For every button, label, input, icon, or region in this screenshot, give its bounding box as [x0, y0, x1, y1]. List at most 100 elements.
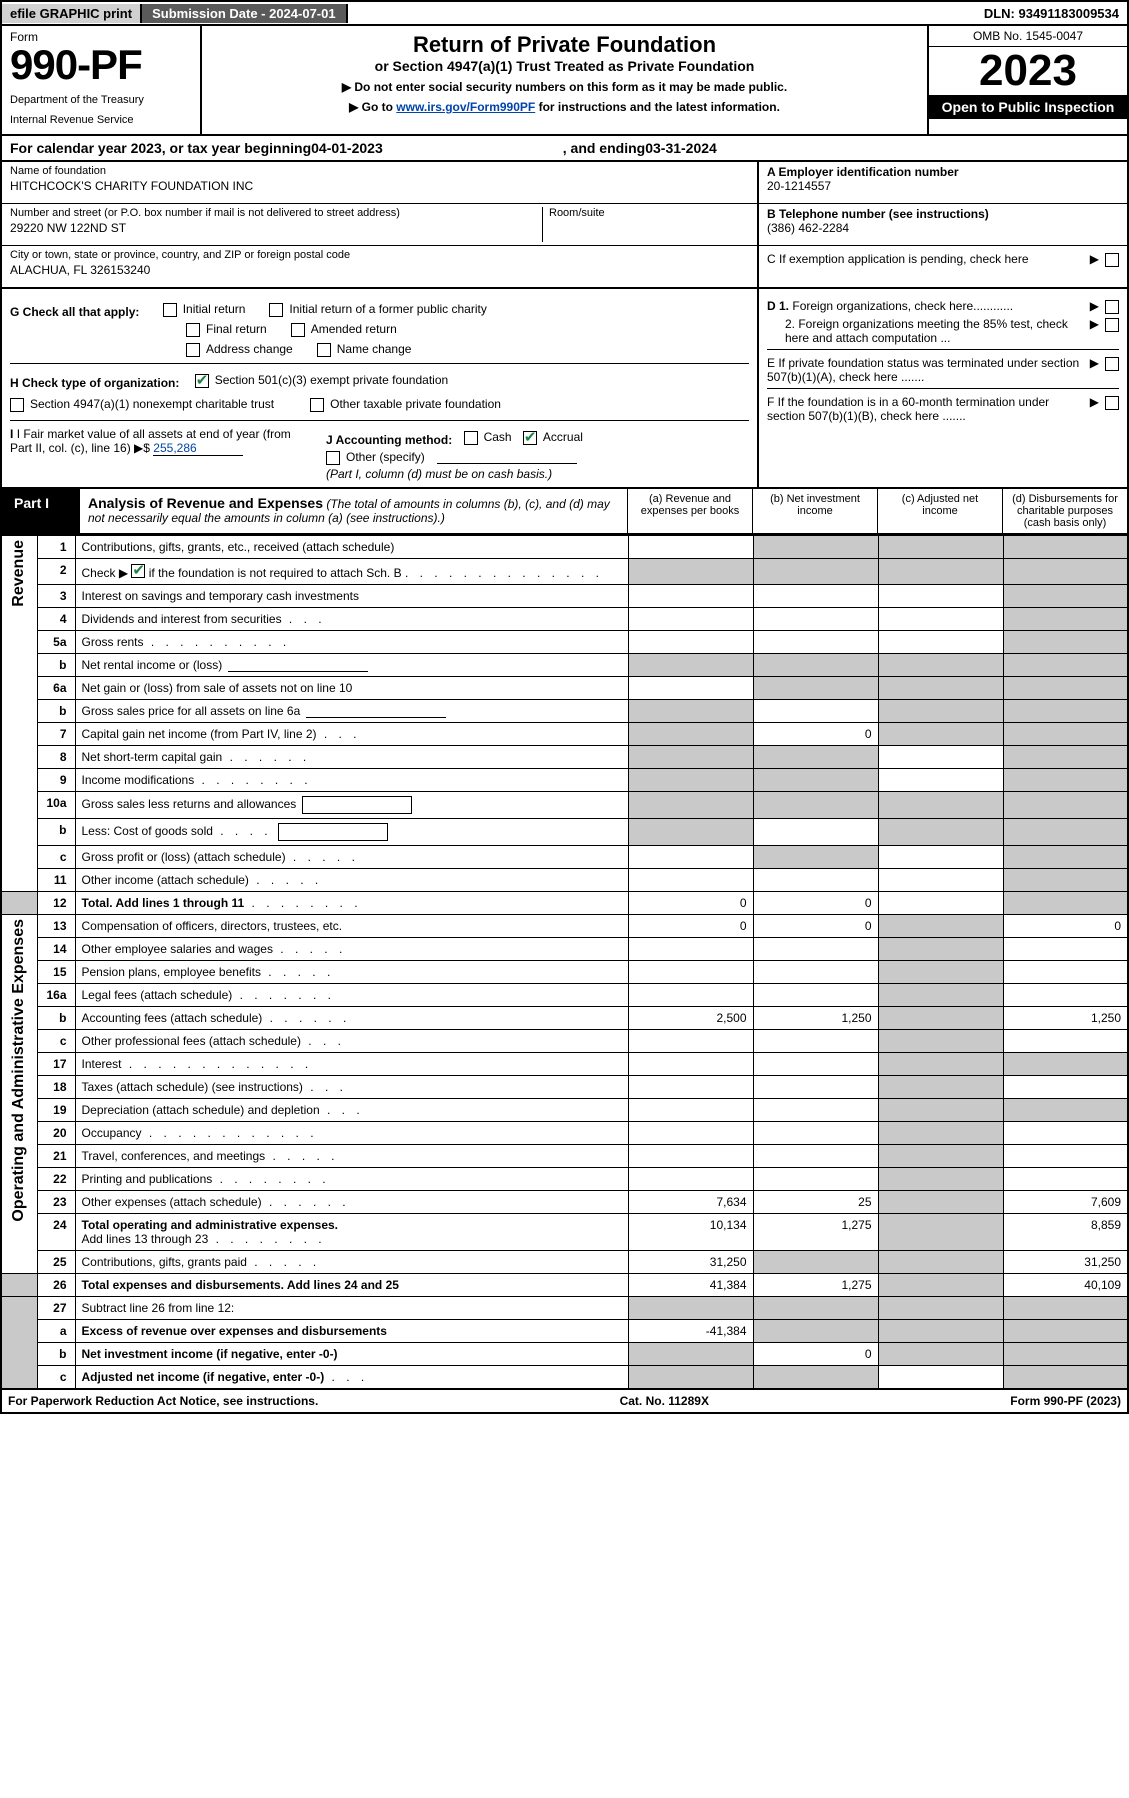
page-footer: For Paperwork Reduction Act Notice, see …	[0, 1390, 1129, 1414]
phone-value: (386) 462-2284	[767, 221, 1119, 235]
row-5b: bNet rental income or (loss)	[1, 654, 1128, 677]
form-header: Form 990-PF Department of the Treasury I…	[0, 26, 1129, 136]
d1-row: D 1. D 1. Foreign organizations, check h…	[767, 299, 1119, 313]
i-arrow: ▶$	[134, 441, 150, 455]
row-16a: 16aLegal fees (attach schedule) . . . . …	[1, 984, 1128, 1007]
j-cash-checkbox[interactable]	[464, 431, 478, 445]
row-3: 3Interest on savings and temporary cash …	[1, 585, 1128, 608]
part1-table: Revenue 1 Contributions, gifts, grants, …	[0, 535, 1129, 1390]
h-4947-checkbox[interactable]	[10, 398, 24, 412]
form-note-2: ▶ Go to www.irs.gov/Form990PF for instru…	[212, 100, 917, 114]
foundation-name: HITCHCOCK'S CHARITY FOUNDATION INC	[10, 179, 749, 193]
row-14: 14Other employee salaries and wages . . …	[1, 938, 1128, 961]
h-row: H Check type of organization: Section 50…	[10, 363, 749, 414]
g-name-checkbox[interactable]	[317, 343, 331, 357]
row-6a: 6aNet gain or (loss) from sale of assets…	[1, 677, 1128, 700]
row-20: 20Occupancy . . . . . . . . . . . .	[1, 1122, 1128, 1145]
part1-header: Part I Analysis of Revenue and Expenses …	[0, 489, 1129, 535]
street-address: 29220 NW 122ND ST	[10, 221, 749, 235]
g-final-checkbox[interactable]	[186, 323, 200, 337]
j-other-blank[interactable]	[437, 450, 577, 464]
j-note: (Part I, column (d) must be on cash basi…	[326, 467, 552, 481]
footer-right: Form 990-PF (2023)	[1010, 1394, 1121, 1408]
schb-checkbox[interactable]	[131, 564, 145, 578]
h-other-checkbox[interactable]	[310, 398, 324, 412]
j-accrual: Accrual	[543, 430, 583, 444]
calendar-year-row: For calendar year 2023, or tax year begi…	[0, 136, 1129, 162]
g-label: G Check all that apply:	[10, 305, 139, 319]
part1-title: Analysis of Revenue and Expenses	[88, 495, 323, 511]
row-1: Revenue 1 Contributions, gifts, grants, …	[1, 536, 1128, 559]
row-11: 11Other income (attach schedule) . . . .…	[1, 869, 1128, 892]
e-row: E If private foundation status was termi…	[767, 349, 1119, 384]
ein-cell: A Employer identification number 20-1214…	[759, 162, 1127, 204]
g-initial-checkbox[interactable]	[163, 303, 177, 317]
exemption-cell: C If exemption application is pending, c…	[759, 246, 1127, 279]
header-left: Form 990-PF Department of the Treasury I…	[2, 26, 202, 134]
g-row: G Check all that apply: Initial return I…	[10, 299, 749, 359]
form-link[interactable]: www.irs.gov/Form990PF	[396, 100, 535, 114]
dln-label: DLN: 93491183009534	[976, 4, 1127, 23]
row-23: 23Other expenses (attach schedule) . . .…	[1, 1191, 1128, 1214]
j-other: Other (specify)	[346, 450, 425, 464]
d2-checkbox[interactable]	[1105, 318, 1119, 332]
city-state-zip: ALACHUA, FL 326153240	[10, 263, 749, 277]
row-18: 18Taxes (attach schedule) (see instructi…	[1, 1076, 1128, 1099]
row-12: 12Total. Add lines 1 through 11 . . . . …	[1, 892, 1128, 915]
row-16c: cOther professional fees (attach schedul…	[1, 1030, 1128, 1053]
i-label: I Fair market value of all assets at end…	[10, 427, 291, 455]
phone-label: B Telephone number (see instructions)	[767, 207, 1119, 221]
row-10c: cGross profit or (loss) (attach schedule…	[1, 846, 1128, 869]
g-amended-checkbox[interactable]	[291, 323, 305, 337]
row-27c: cAdjusted net income (if negative, enter…	[1, 1366, 1128, 1390]
entity-block: Name of foundation HITCHCOCK'S CHARITY F…	[0, 162, 1129, 289]
row-19: 19Depreciation (attach schedule) and dep…	[1, 1099, 1128, 1122]
cal-begin: 04-01-2023	[311, 140, 383, 156]
d1-checkbox[interactable]	[1105, 300, 1119, 314]
city-cell: City or town, state or province, country…	[2, 246, 757, 287]
g-opt-5: Name change	[337, 342, 412, 356]
col-c-hdr: (c) Adjusted net income	[877, 489, 1002, 533]
open-inspection: Open to Public Inspection	[929, 95, 1127, 119]
row-10a: 10aGross sales less returns and allowanc…	[1, 792, 1128, 819]
r1-num: 1	[37, 536, 75, 559]
row-24: 24Total operating and administrative exp…	[1, 1214, 1128, 1251]
g-opt-2: Final return	[206, 322, 267, 336]
j-accrual-checkbox[interactable]	[523, 431, 537, 445]
g-address-checkbox[interactable]	[186, 343, 200, 357]
ein-label: A Employer identification number	[767, 165, 1119, 179]
d2-row: 2. Foreign organizations meeting the 85%…	[767, 317, 1119, 345]
row-27b: bNet investment income (if negative, ent…	[1, 1343, 1128, 1366]
r1-desc: Contributions, gifts, grants, etc., rece…	[75, 536, 628, 559]
h-opt-3: Other taxable private foundation	[330, 397, 501, 411]
expenses-side: Operating and Administrative Expenses	[1, 915, 37, 1274]
cal-mid: , and ending	[563, 140, 645, 156]
top-bar: efile GRAPHIC print Submission Date - 20…	[0, 0, 1129, 26]
f-checkbox[interactable]	[1105, 396, 1119, 410]
row-7: 7Capital gain net income (from Part IV, …	[1, 723, 1128, 746]
form-title: Return of Private Foundation	[212, 32, 917, 58]
header-right: OMB No. 1545-0047 2023 Open to Public In…	[927, 26, 1127, 134]
part1-desc: Analysis of Revenue and Expenses (The to…	[80, 489, 627, 533]
revenue-side: Revenue	[1, 536, 37, 892]
row-16b: bAccounting fees (attach schedule) . . .…	[1, 1007, 1128, 1030]
j-other-checkbox[interactable]	[326, 451, 340, 465]
form-subtitle: or Section 4947(a)(1) Trust Treated as P…	[212, 58, 917, 74]
row-21: 21Travel, conferences, and meetings . . …	[1, 1145, 1128, 1168]
ein-value: 20-1214557	[767, 179, 1119, 193]
g-initial-former-checkbox[interactable]	[269, 303, 283, 317]
h-opt-2: Section 4947(a)(1) nonexempt charitable …	[30, 397, 274, 411]
cal-pre: For calendar year 2023, or tax year begi…	[10, 140, 311, 156]
address-cell: Number and street (or P.O. box number if…	[2, 204, 757, 246]
row-15: 15Pension plans, employee benefits . . .…	[1, 961, 1128, 984]
r2-desc: Check ▶ if the foundation is not require…	[75, 559, 628, 585]
c-checkbox[interactable]	[1105, 253, 1119, 267]
row-9: 9Income modifications . . . . . . . .	[1, 769, 1128, 792]
efile-print-button[interactable]: efile GRAPHIC print	[2, 4, 142, 23]
col-b-hdr: (b) Net investment income	[752, 489, 877, 533]
e-checkbox[interactable]	[1105, 357, 1119, 371]
h-501c3-checkbox[interactable]	[195, 374, 209, 388]
row-4: 4Dividends and interest from securities …	[1, 608, 1128, 631]
row-6b: bGross sales price for all assets on lin…	[1, 700, 1128, 723]
city-label: City or town, state or province, country…	[10, 249, 749, 261]
